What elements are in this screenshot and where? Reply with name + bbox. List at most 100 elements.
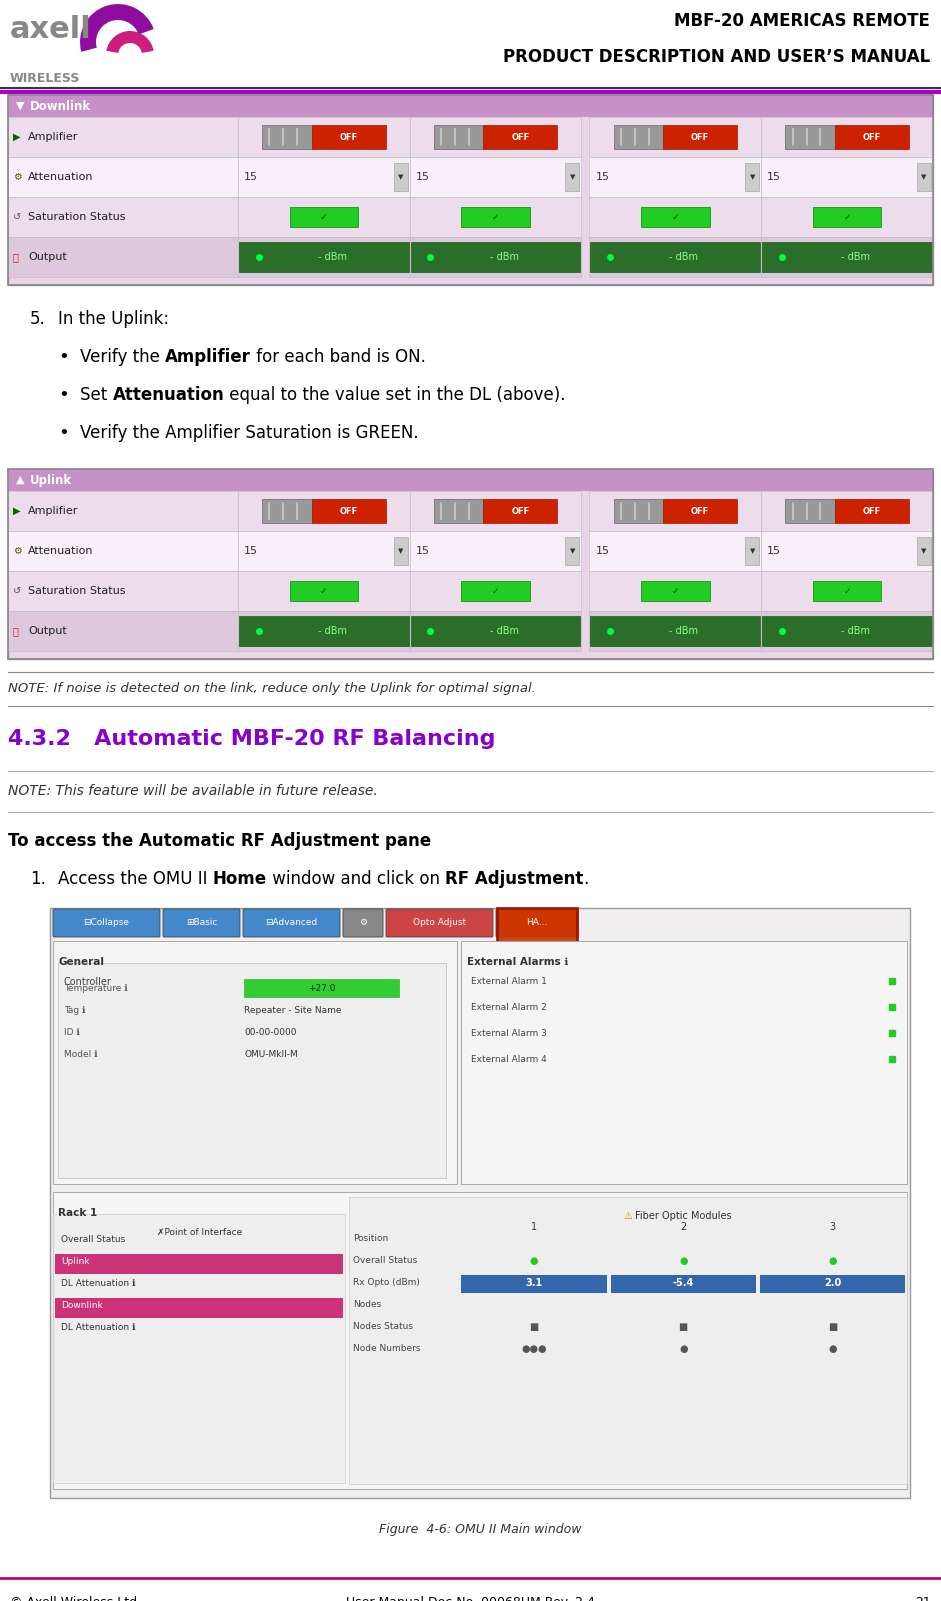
Bar	[589, 572, 761, 612]
Text: Verify the: Verify the	[80, 347, 165, 367]
Bar	[393, 163, 407, 191]
Text: RF Adjustment: RF Adjustment	[445, 869, 583, 889]
Text: ⚠: ⚠	[623, 1210, 632, 1222]
Bar	[786, 125, 835, 149]
Bar	[589, 157, 761, 197]
Bar	[761, 532, 933, 572]
Text: ▶: ▶	[13, 506, 21, 516]
Bar	[8, 532, 238, 572]
Bar	[663, 125, 737, 149]
Text: ▼: ▼	[921, 175, 927, 179]
Bar	[411, 616, 581, 647]
Text: ▼: ▼	[750, 175, 755, 179]
Bar	[589, 532, 761, 572]
Text: 1: 1	[531, 1222, 537, 1231]
Bar	[761, 237, 933, 277]
Text: 3: 3	[829, 1222, 836, 1231]
Bar	[745, 163, 759, 191]
Text: ⚙: ⚙	[13, 171, 22, 183]
Text: ●: ●	[530, 1255, 538, 1266]
Text: External Alarm 4: External Alarm 4	[471, 1055, 547, 1063]
Text: Amplifier: Amplifier	[165, 347, 251, 367]
Text: -5.4: -5.4	[673, 1278, 694, 1287]
Bar	[434, 500, 484, 524]
Text: 2.0: 2.0	[823, 1278, 841, 1287]
Bar	[589, 612, 761, 652]
Text: - dBm: - dBm	[841, 251, 870, 263]
Bar	[245, 978, 400, 997]
Bar	[238, 532, 409, 572]
Bar	[238, 197, 409, 237]
Text: Verify the Amplifier Saturation is GREEN.: Verify the Amplifier Saturation is GREEN…	[80, 424, 419, 442]
Text: OFF: OFF	[863, 133, 881, 141]
Text: ●: ●	[828, 1343, 837, 1354]
Text: Uplink: Uplink	[30, 474, 72, 487]
Bar	[835, 500, 909, 524]
Text: ↺: ↺	[13, 211, 21, 223]
Text: Uplink: Uplink	[61, 1257, 89, 1266]
Text: OMU-MkII-M: OMU-MkII-M	[245, 1050, 298, 1058]
Bar	[917, 163, 931, 191]
Text: ▲: ▲	[16, 475, 24, 485]
Text: ↺: ↺	[13, 586, 21, 596]
Bar	[55, 1298, 343, 1318]
Wedge shape	[80, 3, 153, 51]
Text: Saturation Status: Saturation Status	[28, 211, 125, 223]
Bar	[53, 1214, 345, 1483]
Bar	[8, 237, 238, 277]
Text: Access the OMU II: Access the OMU II	[58, 869, 213, 889]
Text: ▼: ▼	[570, 175, 575, 179]
Text: ✓: ✓	[492, 586, 500, 596]
Text: Amplifier: Amplifier	[28, 131, 78, 142]
Text: ▼: ▼	[16, 101, 24, 110]
Wedge shape	[106, 30, 153, 54]
Bar	[53, 941, 457, 1183]
Text: Attenuation: Attenuation	[28, 546, 93, 556]
Text: 15: 15	[244, 546, 258, 556]
Text: Output: Output	[28, 251, 67, 263]
Bar	[290, 207, 359, 227]
Text: 15: 15	[416, 171, 430, 183]
Bar	[461, 1274, 607, 1294]
Text: User Manual Doc No. 00068UM Rev. 2.4: User Manual Doc No. 00068UM Rev. 2.4	[345, 1596, 595, 1601]
Text: PRODUCT DESCRIPTION AND USER’S MANUAL: PRODUCT DESCRIPTION AND USER’S MANUAL	[502, 48, 930, 66]
Bar	[409, 157, 582, 197]
Bar	[349, 1198, 907, 1484]
Bar	[238, 117, 409, 157]
Text: Figure  4-6: OMU II Main window: Figure 4-6: OMU II Main window	[378, 1523, 582, 1535]
Text: ▼: ▼	[398, 548, 404, 554]
Text: © Axell Wireless Ltd: © Axell Wireless Ltd	[10, 1596, 137, 1601]
Bar	[8, 197, 238, 237]
Bar	[461, 941, 907, 1183]
Text: HA...: HA...	[526, 917, 548, 927]
Text: OFF: OFF	[340, 506, 358, 516]
Bar	[50, 908, 910, 1499]
Text: Overall Status: Overall Status	[354, 1257, 418, 1265]
Text: Set: Set	[80, 386, 113, 403]
Text: Downlink: Downlink	[61, 1302, 103, 1310]
Wedge shape	[96, 19, 140, 64]
Bar	[589, 237, 761, 277]
Text: Node Numbers: Node Numbers	[354, 1345, 421, 1353]
Text: To access the Automatic RF Adjustment pane: To access the Automatic RF Adjustment pa…	[8, 833, 431, 850]
Text: OFF: OFF	[863, 506, 881, 516]
Text: +27.0: +27.0	[308, 983, 336, 993]
Text: ✗Point of Interface: ✗Point of Interface	[156, 1228, 242, 1238]
Bar	[917, 536, 931, 565]
Bar	[461, 581, 530, 602]
FancyBboxPatch shape	[496, 909, 578, 937]
Text: 15: 15	[596, 171, 610, 183]
Bar	[8, 94, 933, 285]
Text: ✓: ✓	[843, 586, 851, 596]
Bar	[409, 197, 582, 237]
Bar	[761, 117, 933, 157]
Bar	[8, 572, 238, 612]
Bar	[409, 532, 582, 572]
Text: DL Attenuation ℹ: DL Attenuation ℹ	[61, 1324, 136, 1332]
Text: Model ℹ: Model ℹ	[64, 1050, 98, 1058]
Text: Attenuation: Attenuation	[113, 386, 224, 403]
Bar	[262, 500, 311, 524]
Text: OFF: OFF	[511, 133, 530, 141]
Bar	[663, 500, 737, 524]
Text: Temperature ℹ: Temperature ℹ	[64, 983, 128, 993]
